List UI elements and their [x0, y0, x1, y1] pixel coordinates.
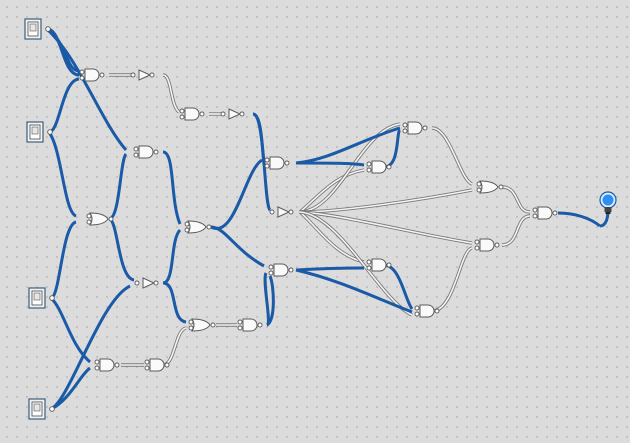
wire-on-21: [295, 126, 401, 165]
gate-and-g14[interactable]: [366, 258, 392, 272]
wire-on-11: [108, 152, 128, 221]
wire-off-11: [431, 246, 473, 313]
components-layer: [24, 18, 617, 420]
wire-on-23: [295, 266, 365, 272]
wire-on-18: [252, 112, 272, 212]
wire-on-10: [108, 217, 135, 282]
gate-not-g12[interactable]: [134, 277, 159, 289]
wire-off-13: [501, 214, 531, 247]
wire-off-10: [431, 126, 473, 186]
wire-on-6: [49, 220, 77, 300]
wire-on-4: [48, 77, 80, 134]
wire-on-16: [210, 158, 263, 231]
wire-off-core-14: [162, 327, 187, 366]
wire-off-core-4: [299, 169, 365, 213]
gate-not-g4[interactable]: [220, 108, 245, 120]
gate-not-g10[interactable]: [269, 206, 294, 218]
gate-or-g16[interactable]: [476, 180, 504, 194]
wire-on-5: [47, 131, 77, 218]
gate-and-g7[interactable]: [264, 156, 290, 170]
wires-off-layer: [108, 73, 531, 367]
wire-off-core-7: [299, 211, 473, 244]
wire-on-13: [162, 228, 182, 285]
gate-and-g13[interactable]: [268, 263, 294, 277]
wire-off-core-2: [162, 74, 180, 113]
wire-off-core-13: [501, 215, 531, 246]
wire-on-9: [50, 366, 91, 411]
wire-on-20: [265, 275, 275, 327]
wire-on-3: [45, 27, 128, 151]
gate-or-g6[interactable]: [86, 212, 114, 226]
wire-on-12: [162, 150, 182, 225]
wire-off-core-6: [299, 189, 473, 213]
wire-on-14: [162, 281, 187, 324]
wire-on-19: [263, 272, 270, 327]
wire-on-24: [295, 268, 413, 314]
input-switch-in1[interactable]: [24, 18, 51, 40]
gate-and-g17[interactable]: [532, 206, 558, 220]
wire-off-12: [501, 185, 531, 214]
gate-and-g21[interactable]: [94, 358, 120, 372]
wire-off-core-5: [299, 123, 401, 213]
input-switch-in2[interactable]: [26, 121, 53, 143]
wire-on-8: [50, 284, 131, 411]
gate-and-g9[interactable]: [402, 121, 428, 135]
gate-or-g11[interactable]: [184, 220, 212, 234]
wire-on-15: [210, 225, 265, 268]
wire-on-7: [49, 296, 92, 364]
wire-off-core-12: [501, 186, 531, 213]
gate-and-g5[interactable]: [133, 145, 159, 159]
output-bulb: [599, 191, 617, 214]
gate-and-g15[interactable]: [414, 304, 440, 318]
gate-and-g3[interactable]: [179, 107, 205, 121]
gate-and-g1[interactable]: [79, 68, 105, 82]
input-switch-in4[interactable]: [28, 398, 55, 420]
gate-and-g8[interactable]: [366, 160, 392, 174]
gate-and-g20[interactable]: [237, 318, 263, 332]
wire-off-core-10: [431, 127, 473, 185]
input-switch-in3[interactable]: [28, 287, 55, 309]
wire-on-25: [383, 128, 402, 169]
wire-on-22: [295, 161, 365, 167]
gate-and-g18[interactable]: [474, 238, 500, 252]
gate-or-g19[interactable]: [188, 318, 216, 332]
wire-off-core-8: [299, 211, 365, 263]
gate-and-g22[interactable]: [144, 358, 170, 372]
gate-not-g2[interactable]: [130, 69, 155, 81]
wire-on-27: [557, 211, 601, 228]
